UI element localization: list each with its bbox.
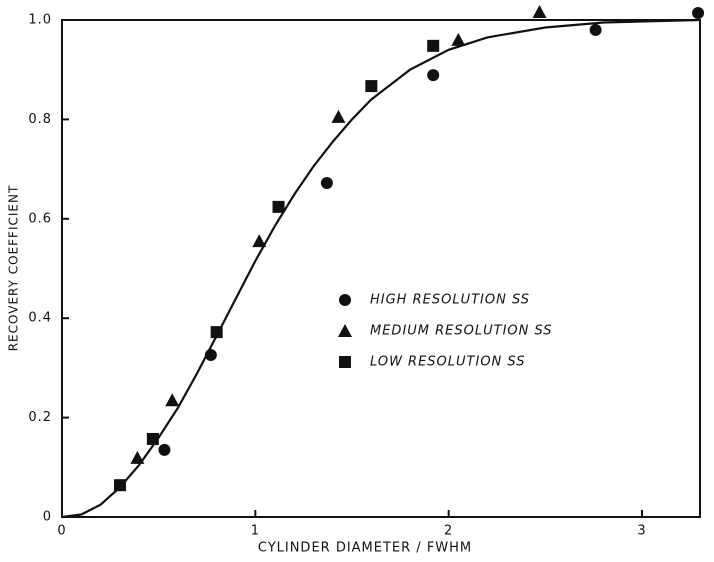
- legend-marker: [338, 324, 352, 337]
- point: [252, 234, 267, 248]
- point: [130, 450, 145, 464]
- point: [158, 443, 171, 456]
- point: [331, 109, 346, 123]
- point: [692, 7, 705, 20]
- point: [210, 326, 223, 339]
- legend-marker: [339, 294, 351, 306]
- legend-label: LOW RESOLUTION SS: [370, 355, 525, 370]
- point: [365, 80, 378, 93]
- point: [451, 32, 466, 46]
- y-tick-label: 1.0: [28, 13, 52, 28]
- point: [427, 39, 440, 52]
- y-tick-label: 0.4: [28, 311, 52, 326]
- legend-label: HIGH RESOLUTION SS: [370, 293, 530, 308]
- x-axis-label: CYLINDER DIAMETER / FWHM: [258, 541, 472, 556]
- point: [427, 69, 440, 82]
- y-tick-label: 0.8: [28, 112, 52, 127]
- legend-label: MEDIUM RESOLUTION SS: [370, 324, 553, 339]
- point: [165, 393, 180, 407]
- y-tick-label: 0: [43, 510, 52, 525]
- plot-frame: [61, 19, 701, 518]
- x-tick-label: 2: [444, 524, 453, 539]
- point: [320, 177, 333, 190]
- x-tick-label: 1: [251, 524, 260, 539]
- point: [146, 432, 159, 445]
- x-tick-label: 0: [57, 524, 66, 539]
- point: [204, 348, 217, 361]
- point: [114, 479, 126, 492]
- legend-marker: [339, 356, 351, 368]
- point: [532, 5, 547, 19]
- y-axis-label: RECOVERY COEFFICIENT: [7, 185, 21, 352]
- point: [272, 200, 285, 213]
- y-tick-label: 0.2: [28, 410, 52, 425]
- point: [589, 23, 602, 36]
- y-tick-label: 0.6: [28, 211, 52, 226]
- x-tick-label: 3: [637, 524, 646, 539]
